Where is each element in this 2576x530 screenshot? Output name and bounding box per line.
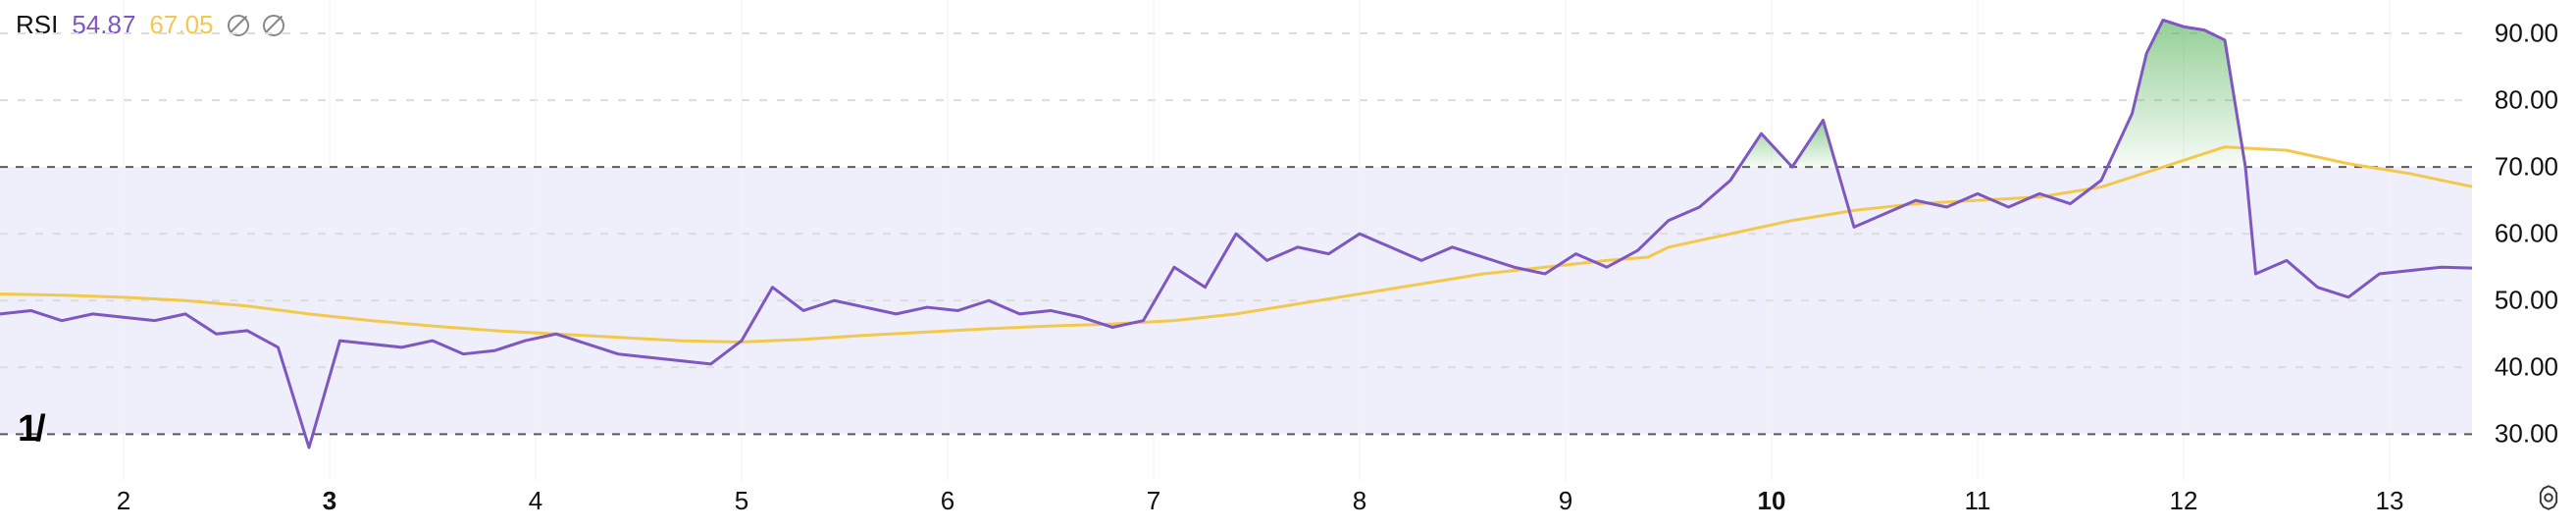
x-tick-label: 2 xyxy=(117,486,130,516)
y-tick-label: 80.00 xyxy=(2495,85,2558,116)
y-tick-label: 40.00 xyxy=(2495,352,2558,383)
settings-icon[interactable] xyxy=(2535,484,2562,516)
x-tick-label: 8 xyxy=(1353,486,1366,516)
y-tick-label: 60.00 xyxy=(2495,219,2558,249)
x-tick-label: 11 xyxy=(1965,486,1991,516)
x-tick-label: 9 xyxy=(1559,486,1572,516)
x-tick-label: 6 xyxy=(941,486,954,516)
x-tick-label: 5 xyxy=(735,486,748,516)
y-tick-label: 50.00 xyxy=(2495,286,2558,316)
rsi-chart[interactable] xyxy=(0,0,2472,481)
x-tick-label: 13 xyxy=(2376,486,2404,516)
tradingview-logo-icon[interactable]: 1/ xyxy=(18,408,43,450)
x-tick-label: 12 xyxy=(2170,486,2198,516)
x-tick-label: 7 xyxy=(1147,486,1160,516)
y-tick-label: 70.00 xyxy=(2495,152,2558,183)
x-tick-label: 3 xyxy=(323,486,336,516)
x-tick-label: 4 xyxy=(529,486,542,516)
x-tick-label: 10 xyxy=(1758,486,1786,516)
y-tick-label: 30.00 xyxy=(2495,419,2558,450)
y-tick-label: 90.00 xyxy=(2495,19,2558,49)
